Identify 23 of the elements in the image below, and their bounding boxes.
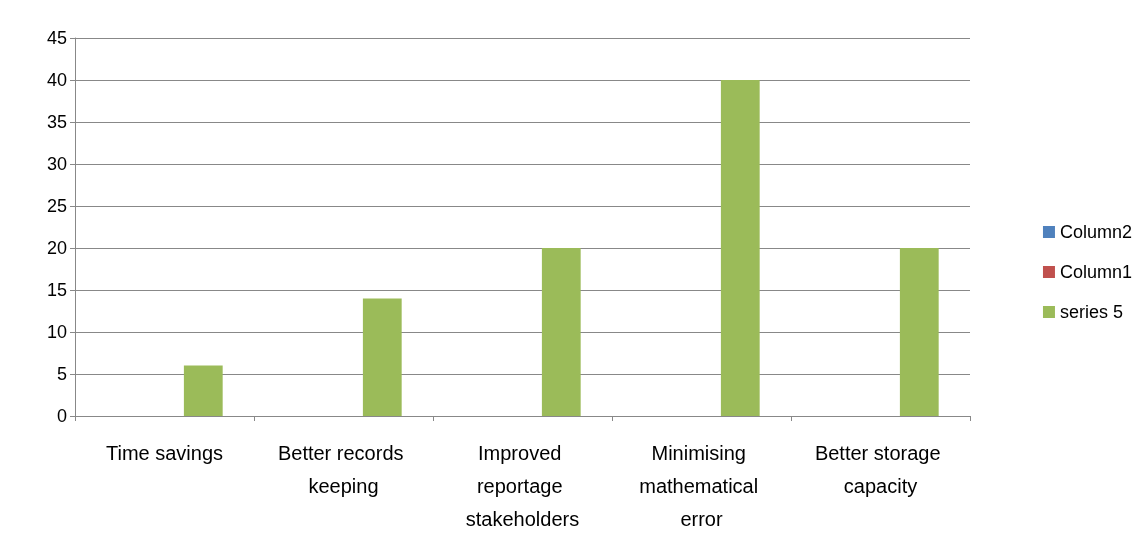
y-tick-label: 0 xyxy=(56,406,67,426)
legend-label: Column1 xyxy=(1059,262,1133,282)
x-tick-label: Better records keeping xyxy=(277,441,410,497)
y-tick-label: 40 xyxy=(46,70,67,90)
x-tick-label: Time savings xyxy=(105,441,224,464)
y-tick-label: 45 xyxy=(46,28,67,48)
x-tick-label: Better storage capacity xyxy=(814,441,947,497)
y-tick-label: 10 xyxy=(46,322,67,342)
x-tick-label: Minimising mathematical error xyxy=(639,441,764,530)
legend-label: series 5 xyxy=(1059,302,1123,322)
bar xyxy=(362,298,402,416)
bar xyxy=(899,248,939,416)
y-tick-label: 20 xyxy=(46,238,67,258)
bar xyxy=(541,248,581,416)
y-tick-label: 15 xyxy=(46,280,67,300)
bar xyxy=(183,365,223,416)
y-tick-label: 30 xyxy=(46,154,67,174)
y-tick-label: 5 xyxy=(56,364,67,384)
legend-label: Column2 xyxy=(1059,222,1133,242)
y-tick-label: 35 xyxy=(46,112,67,132)
y-tick-label: 25 xyxy=(46,196,67,216)
bar xyxy=(720,80,760,416)
x-tick-label: Improved reportage stakeholders xyxy=(465,441,580,530)
